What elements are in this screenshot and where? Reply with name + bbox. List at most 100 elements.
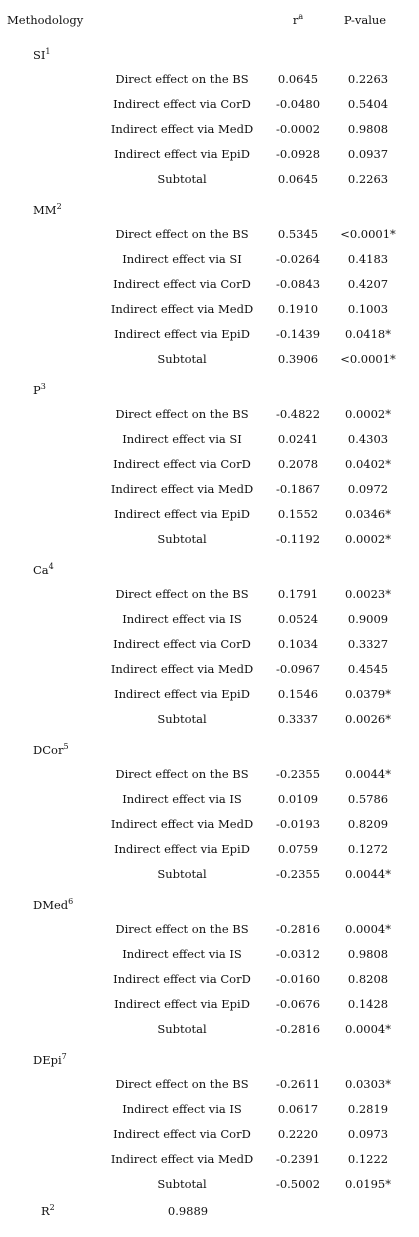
p-value: 0.0026* xyxy=(345,712,391,726)
p-value: 0.2263 xyxy=(347,72,389,86)
r-value: 0.1034 xyxy=(277,637,319,651)
p-value: 0.0418* xyxy=(345,327,391,341)
row-label: Direct effect on the BS xyxy=(115,767,249,781)
header-r-text: r xyxy=(292,13,299,27)
r-value: -0.2816 xyxy=(275,1022,321,1036)
r-value: 0.0617 xyxy=(277,1102,319,1116)
p-value: 0.0402* xyxy=(345,457,391,471)
p-value: 0.5786 xyxy=(347,792,389,806)
row-label: Indirect effect via EpiD xyxy=(114,997,250,1011)
row-label: Indirect effect via CorD xyxy=(113,972,251,986)
row-label: Direct effect on the BS xyxy=(115,227,249,241)
p-value: 0.1003 xyxy=(347,302,389,316)
p-value: 0.1222 xyxy=(347,1152,389,1166)
r-value: -0.2355 xyxy=(275,867,321,881)
p-value: 0.0002* xyxy=(345,532,391,546)
p-value: 0.0002* xyxy=(345,407,391,421)
row-label: Indirect effect via EpiD xyxy=(114,687,250,701)
r-value: 0.0759 xyxy=(277,842,319,856)
r-value: 0.0241 xyxy=(277,432,319,446)
p-value: 0.2819 xyxy=(347,1102,389,1116)
p-value: 0.0346* xyxy=(345,507,391,521)
r-value: 0.2078 xyxy=(277,457,319,471)
row-label: Direct effect on the BS xyxy=(115,587,249,601)
row-label: Direct effect on the BS xyxy=(115,922,249,936)
group-label: DEpi7 xyxy=(33,1052,67,1068)
p-value: 0.0937 xyxy=(347,147,389,161)
group-label-text: SI xyxy=(33,48,46,62)
row-label: Indirect effect via EpiD xyxy=(114,327,250,341)
r-value: -0.5002 xyxy=(275,1177,321,1191)
p-value: 0.0004* xyxy=(345,922,391,936)
p-value: 0.0973 xyxy=(347,1127,389,1141)
r-value: -0.2355 xyxy=(275,767,321,781)
r-value: -0.0967 xyxy=(275,662,321,676)
p-value: 0.1272 xyxy=(347,842,389,856)
row-label: Indirect effect via MedD xyxy=(110,122,254,136)
r-value: 0.3906 xyxy=(277,352,319,366)
group-label-superscript: 7 xyxy=(61,1052,67,1061)
row-label: Indirect effect via MedD xyxy=(110,662,254,676)
group-label-superscript: 4 xyxy=(48,562,54,571)
group-label-text: Ca xyxy=(33,563,49,577)
group-label: DMed6 xyxy=(33,897,74,913)
row-label: Subtotal xyxy=(157,1177,207,1191)
r2-label: R2 xyxy=(41,1204,55,1219)
p-value: 0.4545 xyxy=(347,662,389,676)
row-label: Indirect effect via EpiD xyxy=(114,147,250,161)
group-label-superscript: 5 xyxy=(63,742,69,751)
header-p-value: P-value xyxy=(343,13,387,27)
header-methodology: Methodology xyxy=(7,13,84,27)
r-value: -0.1867 xyxy=(275,482,321,496)
r-value: -0.0193 xyxy=(275,817,321,831)
r2-label-text: R xyxy=(41,1204,50,1218)
row-label: Indirect effect via SI xyxy=(122,252,242,266)
group-label-text: DMed xyxy=(33,898,69,912)
group-label-text: DEpi xyxy=(33,1053,62,1067)
r-value: -0.4822 xyxy=(275,407,321,421)
r-value: 0.5345 xyxy=(277,227,319,241)
r-value: 0.0524 xyxy=(277,612,319,626)
row-label: Indirect effect via MedD xyxy=(110,817,254,831)
group-label: DCor5 xyxy=(33,742,69,758)
row-label: Direct effect on the BS xyxy=(115,407,249,421)
p-value: 0.0379* xyxy=(345,687,391,701)
row-label: Indirect effect via CorD xyxy=(113,1127,251,1141)
header-r: ra xyxy=(292,13,303,28)
group-label-text: DCor xyxy=(33,743,64,757)
p-value: <0.0001* xyxy=(340,352,396,366)
row-label: Indirect effect via IS xyxy=(122,792,242,806)
row-label: Direct effect on the BS xyxy=(115,1077,249,1091)
p-value: 0.2263 xyxy=(347,172,389,186)
p-value: 0.5404 xyxy=(347,97,389,111)
p-value: 0.8209 xyxy=(347,817,389,831)
r-value: -0.1192 xyxy=(275,532,321,546)
row-label: Subtotal xyxy=(157,867,207,881)
row-label: Subtotal xyxy=(157,352,207,366)
r-value: 0.3337 xyxy=(277,712,319,726)
group-label: MM2 xyxy=(33,203,62,218)
r-value: 0.1910 xyxy=(277,302,319,316)
p-value: 0.0044* xyxy=(345,767,391,781)
r-value: -0.2391 xyxy=(275,1152,321,1166)
r-value: -0.0312 xyxy=(275,947,321,961)
p-value: 0.9009 xyxy=(347,612,389,626)
r-value: -0.2611 xyxy=(275,1077,321,1091)
row-label: Subtotal xyxy=(157,532,207,546)
row-label: Indirect effect via MedD xyxy=(110,482,254,496)
r-value: -0.2816 xyxy=(275,922,321,936)
row-label: Subtotal xyxy=(157,172,207,186)
p-value: 0.4183 xyxy=(347,252,389,266)
group-label-superscript: 6 xyxy=(68,897,74,906)
r2-value: 0.9889 xyxy=(167,1204,209,1218)
p-value: 0.4207 xyxy=(347,277,389,291)
r-value: -0.0264 xyxy=(275,252,321,266)
row-label: Indirect effect via MedD xyxy=(110,302,254,316)
row-label: Indirect effect via IS xyxy=(122,947,242,961)
p-value: 0.0044* xyxy=(345,867,391,881)
r-value: -0.0480 xyxy=(275,97,321,111)
r-value: 0.2220 xyxy=(277,1127,319,1141)
p-value: 0.0972 xyxy=(347,482,389,496)
p-value: 0.4303 xyxy=(347,432,389,446)
